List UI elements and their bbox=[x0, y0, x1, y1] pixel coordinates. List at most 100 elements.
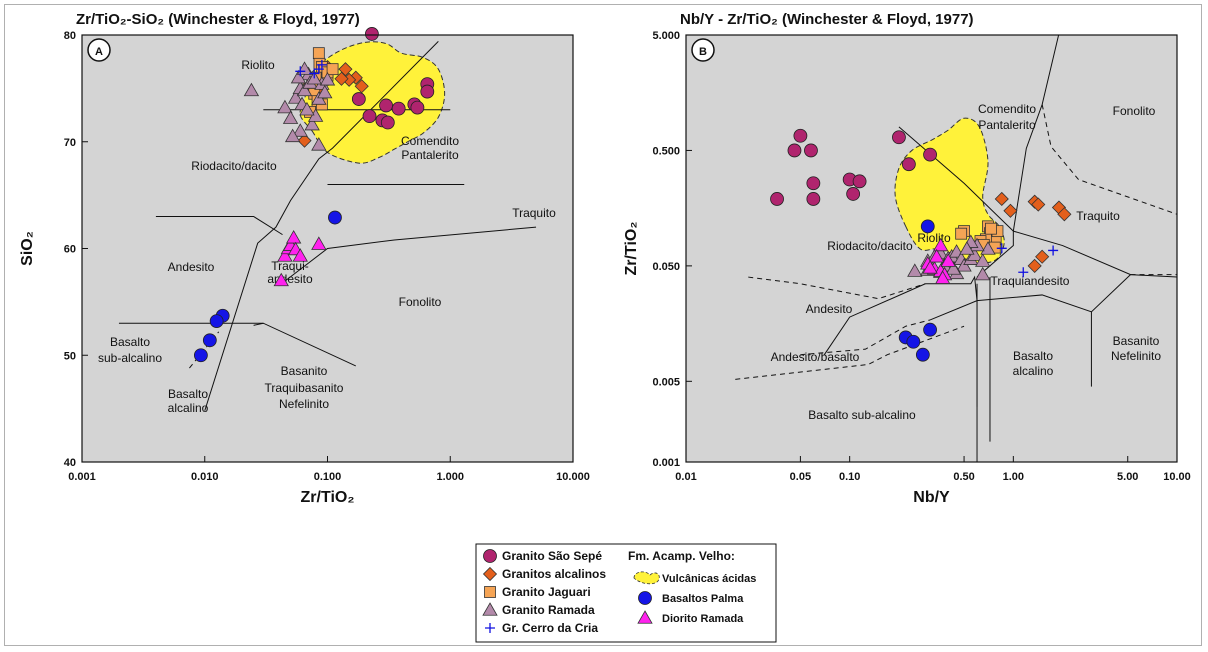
legend: Granito São Sepé Granitos alcalinos Granit… bbox=[475, 543, 777, 643]
data-point bbox=[933, 237, 949, 252]
data-point bbox=[193, 348, 208, 363]
data-point bbox=[277, 99, 293, 114]
data-point bbox=[319, 72, 336, 86]
y-tick-label: 50 bbox=[64, 350, 76, 362]
x-tick-label: 5.00 bbox=[1117, 471, 1138, 483]
y-tick-label: 0.005 bbox=[652, 376, 680, 388]
data-point bbox=[928, 248, 945, 263]
panel-b-field-boundaries bbox=[735, 35, 1177, 462]
series-diorito-ramada bbox=[273, 230, 327, 287]
data-point bbox=[243, 82, 260, 97]
data-point bbox=[351, 92, 366, 106]
field-label: Nefelinito bbox=[279, 397, 329, 411]
panel-badge bbox=[87, 38, 111, 62]
data-point bbox=[945, 261, 962, 275]
boundary-dashed-line bbox=[1041, 104, 1177, 215]
field-label: Traquibasanito bbox=[265, 381, 344, 395]
series-basaltos-palma bbox=[898, 219, 937, 362]
field-label: Andesito/basalto bbox=[771, 350, 860, 364]
data-point bbox=[975, 266, 991, 281]
data-point bbox=[1057, 207, 1072, 222]
field-label: andesito bbox=[267, 272, 313, 286]
data-point bbox=[334, 71, 349, 86]
data-point bbox=[304, 116, 320, 131]
boundary-dashed-line bbox=[735, 325, 965, 380]
x-axis-label: Zr/TiO₂ bbox=[301, 489, 355, 506]
series-gr-cerro-da-cria bbox=[295, 59, 327, 79]
data-point bbox=[940, 253, 956, 267]
data-point bbox=[297, 133, 312, 148]
data-point bbox=[316, 59, 327, 70]
data-point bbox=[1027, 258, 1042, 273]
data-point bbox=[901, 157, 916, 172]
legend-label: Granito Ramada bbox=[502, 603, 595, 617]
data-point bbox=[956, 258, 972, 272]
data-point bbox=[1048, 245, 1059, 256]
series-granitos-alcalinos bbox=[994, 191, 1072, 273]
data-point bbox=[362, 109, 377, 124]
data-point bbox=[420, 84, 435, 99]
field-label: Basalto bbox=[1013, 349, 1053, 363]
data-point bbox=[292, 123, 308, 137]
boundary-line bbox=[1013, 230, 1177, 278]
boundary-line bbox=[823, 283, 926, 355]
field-label: Riolito bbox=[917, 231, 951, 245]
field-label: Basalto sub-alcalino bbox=[808, 408, 916, 422]
data-point bbox=[354, 79, 369, 94]
data-point bbox=[787, 143, 802, 158]
legend-label: Granito Jaguari bbox=[502, 585, 591, 599]
x-tick-label: 10.00 bbox=[1163, 471, 1191, 483]
data-point bbox=[292, 248, 308, 262]
panel-label: B bbox=[699, 46, 707, 58]
field-label: Pantalerito bbox=[978, 118, 1036, 132]
data-point bbox=[202, 333, 217, 348]
data-point bbox=[296, 82, 313, 97]
data-point bbox=[959, 241, 975, 255]
field-label: Riodacito/dacito bbox=[827, 239, 913, 253]
panel-b-axes-frame bbox=[685, 34, 1178, 463]
x-tick-label: 1.000 bbox=[436, 471, 464, 483]
x-tick-label: 0.05 bbox=[790, 471, 811, 483]
panel-a-field-boundaries bbox=[118, 41, 537, 411]
x-tick-label: 0.001 bbox=[68, 471, 96, 483]
data-point bbox=[284, 128, 301, 143]
legend-marker bbox=[482, 566, 498, 582]
legend-box bbox=[475, 543, 777, 643]
chart-title: Nb/Y - Zr/TiO₂ (Winchester & Floyd, 1977… bbox=[680, 11, 974, 28]
series-granito-sao-sepe bbox=[770, 128, 937, 206]
data-point bbox=[285, 230, 302, 244]
legend-label: Granitos alcalinos bbox=[502, 567, 606, 581]
y-tick-label: 0.500 bbox=[652, 145, 680, 157]
data-point bbox=[975, 253, 991, 267]
data-point bbox=[328, 210, 342, 225]
figure-frame bbox=[4, 4, 1202, 646]
boundary-dashed-line bbox=[748, 276, 926, 300]
data-point bbox=[852, 174, 867, 189]
boundary-line bbox=[898, 126, 1014, 232]
field-label: Andesito bbox=[806, 302, 853, 316]
y-axis-label: Zr/TiO₂ bbox=[623, 222, 640, 276]
y-tick-label: 0.050 bbox=[652, 261, 680, 273]
field-label: Traquito bbox=[512, 206, 556, 220]
data-point bbox=[804, 143, 818, 158]
data-point bbox=[994, 191, 1009, 207]
data-point bbox=[955, 227, 968, 240]
legend-marker bbox=[633, 571, 660, 585]
data-point bbox=[317, 84, 333, 99]
data-point bbox=[290, 69, 307, 84]
field-label: Basalto bbox=[110, 335, 150, 349]
data-point bbox=[379, 98, 393, 113]
legend-marker bbox=[482, 602, 498, 616]
field-label: Riodacito/dacito bbox=[191, 159, 277, 173]
data-point bbox=[326, 63, 339, 76]
field-label: alcalino bbox=[1013, 364, 1054, 378]
data-point bbox=[1035, 249, 1050, 264]
data-point bbox=[793, 128, 808, 143]
data-point bbox=[299, 101, 315, 116]
data-point bbox=[985, 222, 997, 235]
field-label: Pantalerito bbox=[401, 148, 459, 162]
x-tick-label: 0.010 bbox=[191, 471, 219, 483]
y-tick-label: 80 bbox=[64, 30, 76, 42]
y-axis-label: SiO₂ bbox=[19, 231, 36, 266]
